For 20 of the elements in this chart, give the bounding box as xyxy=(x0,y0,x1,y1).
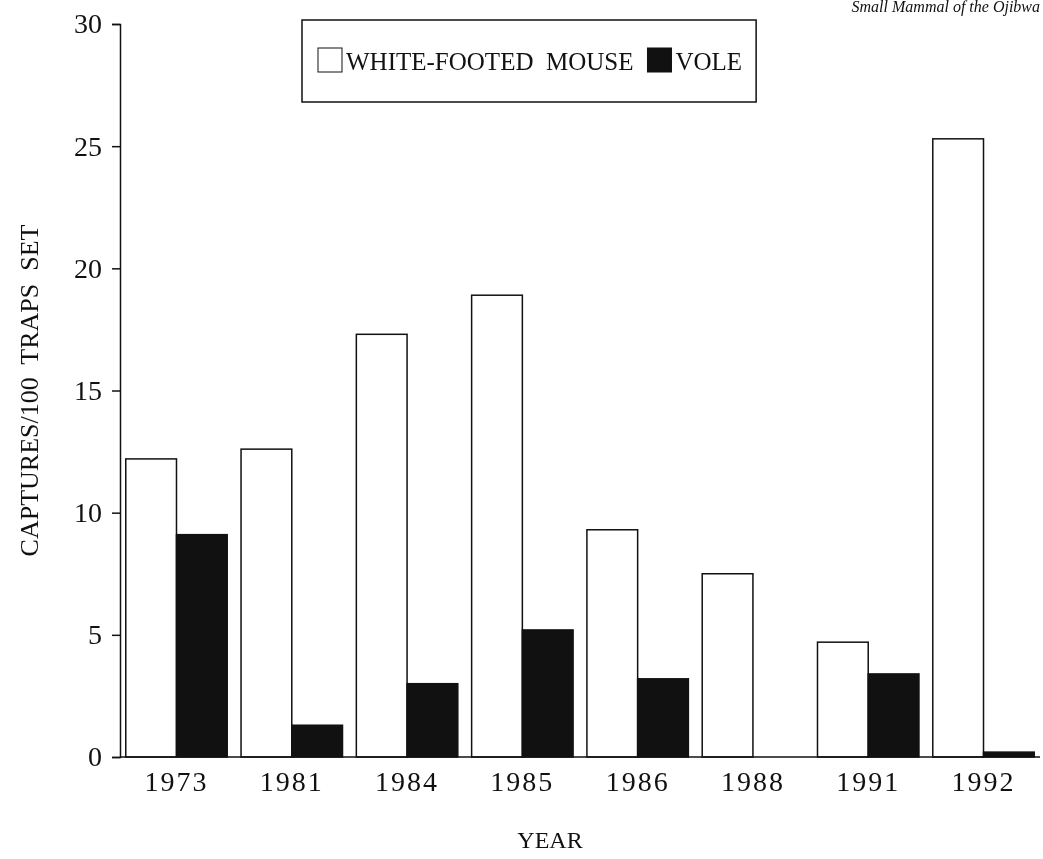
y-axis-title: CAPTURES/100 TRAPS SET xyxy=(15,224,44,557)
x-tick-label: 1992 xyxy=(951,765,1016,797)
y-tick-label: 15 xyxy=(74,374,102,406)
y-tick-label: 5 xyxy=(88,619,102,651)
x-tick-label: 1986 xyxy=(605,765,670,797)
x-tick-label: 1991 xyxy=(836,765,901,797)
x-tick-label: 1988 xyxy=(720,765,785,797)
y-tick-label: 10 xyxy=(74,497,102,529)
y-tick-label: 25 xyxy=(74,130,102,162)
y-tick-label: 20 xyxy=(74,252,102,284)
x-tick-label: 1973 xyxy=(144,765,209,797)
x-tick-label: 1985 xyxy=(490,765,555,797)
text: Small Mammal of the Ojibwa xyxy=(851,0,1040,16)
x-axis-title: YEAR xyxy=(517,827,583,853)
y-tick-label: 0 xyxy=(88,741,102,773)
x-tick-label: 1984 xyxy=(375,765,440,797)
legend-label: WHITE-FOOTED MOUSE xyxy=(346,48,634,75)
x-tick-label: 1981 xyxy=(259,765,324,797)
legend-label: VOLE xyxy=(675,48,743,75)
y-tick-label: 30 xyxy=(74,8,102,40)
